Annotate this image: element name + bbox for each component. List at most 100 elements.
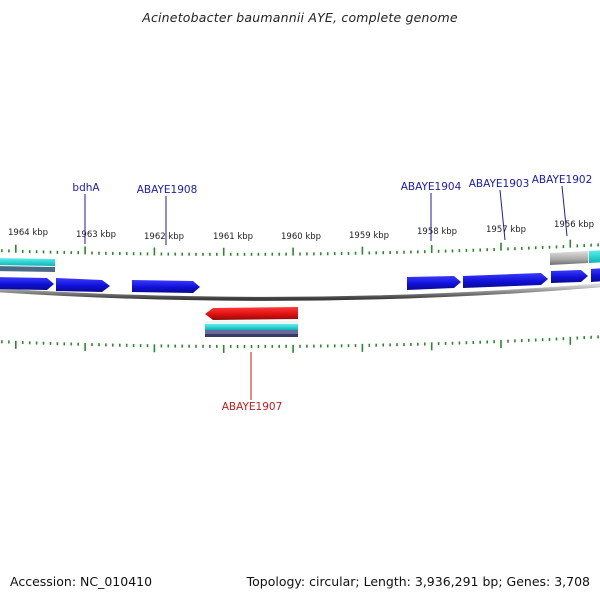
scale-label-1963: 1963 kbp [76,230,116,240]
tick-minor [105,343,107,347]
tick-minor [229,344,232,348]
tick-minor [354,344,357,348]
tick-minor [528,246,530,250]
tick-minor [195,252,197,256]
tick-minor [548,245,551,249]
tick-minor [209,252,211,256]
tick-minor [597,243,599,247]
tick-minor [70,251,73,255]
tick-major [430,342,433,351]
tick-minor [479,340,481,344]
tick-minor [21,341,24,344]
tick-minor [174,252,176,256]
tick-minor [167,344,170,348]
tick-minor [417,342,419,346]
tick-minor [375,343,377,347]
tick-minor [320,344,322,348]
tick-minor [146,344,149,348]
tick-minor [139,252,142,256]
accession-text: Accession: NC_010410 [10,574,153,589]
tick-minor [444,249,447,253]
tick-major [84,246,86,255]
gene-arrow-fwd-ABAYE1903 [463,273,548,288]
tick-minor [181,344,183,348]
scale-label-1964: 1964 kbp [8,228,48,238]
tick-minor [340,252,343,255]
tick-minor [451,341,454,345]
tick-minor [347,344,350,348]
tick-major [222,247,225,256]
gene-labels: bdhA ABAYE1908 ABAYE1904 ABAYE1903 ABAYE… [72,174,592,413]
tick-minor [42,250,45,254]
leader-ABAYE1903 [499,189,506,241]
tick-minor [8,249,10,253]
tick-minor [125,343,128,347]
feature-cyan-right [589,250,600,263]
tick-major [153,344,156,353]
tick-minor [403,250,405,254]
tick-minor [389,343,391,347]
tick-minor [63,342,66,346]
tick-minor [548,337,551,341]
tick-minor [576,336,579,340]
tick-minor [35,250,38,254]
tick-minor [139,344,142,348]
tick-minor [313,252,315,256]
tick-minor [188,252,190,256]
tick-minor [236,345,239,348]
tick-minor [597,335,599,339]
map-title: Acinetobacter baumannii AYE, complete ge… [142,10,458,25]
tick-minor [91,343,93,347]
tick-minor [521,339,523,343]
tick-minor [458,341,461,345]
tick-minor [437,249,440,253]
tick-minor [70,342,73,346]
scale-label-1956: 1956 kbp [554,220,594,230]
tick-minor [479,248,481,252]
tick-minor [507,339,509,343]
tick-minor [486,248,488,252]
tick-minor [396,250,398,254]
tick-major [84,342,86,351]
tick-minor [91,251,93,255]
tick-minor [590,335,592,339]
tick-minor [375,251,377,255]
tick-minor [437,342,440,346]
tick-major [292,344,294,353]
tick-minor [229,252,232,256]
tick-minor [326,252,329,256]
tick-minor [541,246,544,249]
tick-major [153,247,156,256]
tick-minor [278,252,280,256]
tick-minor [410,342,412,346]
gene-arrow-fwd-ABAYE1908 [132,280,200,293]
tick-minor [306,344,308,348]
tick-minor [188,344,190,348]
feature-lower-cyan [205,324,298,330]
tick-minor [465,248,468,252]
tick-minor [583,336,585,340]
tick-minor [521,246,523,250]
tick-minor [174,344,176,348]
feature-lower-navy [205,334,298,337]
tick-minor [49,250,52,254]
tick-minor [465,341,468,345]
tick-minor [493,340,495,344]
tick-minor [250,252,253,256]
tick-minor [472,248,475,252]
tick-minor [590,243,592,247]
gene-arrow-fwd-1 [0,277,54,290]
upper-feature-track [0,250,600,272]
tick-minor [451,249,454,253]
tick-minor [216,252,218,256]
tick-minor [216,344,218,348]
tick-minor [278,344,280,348]
tick-major [222,344,225,353]
tick-minor [56,250,59,254]
tick-minor [56,342,59,346]
tick-minor [410,250,412,254]
genome-summary-text: Topology: circular; Length: 3,936,291 bp… [246,574,590,589]
tick-major [292,247,294,256]
feature-lower-white [205,321,298,324]
